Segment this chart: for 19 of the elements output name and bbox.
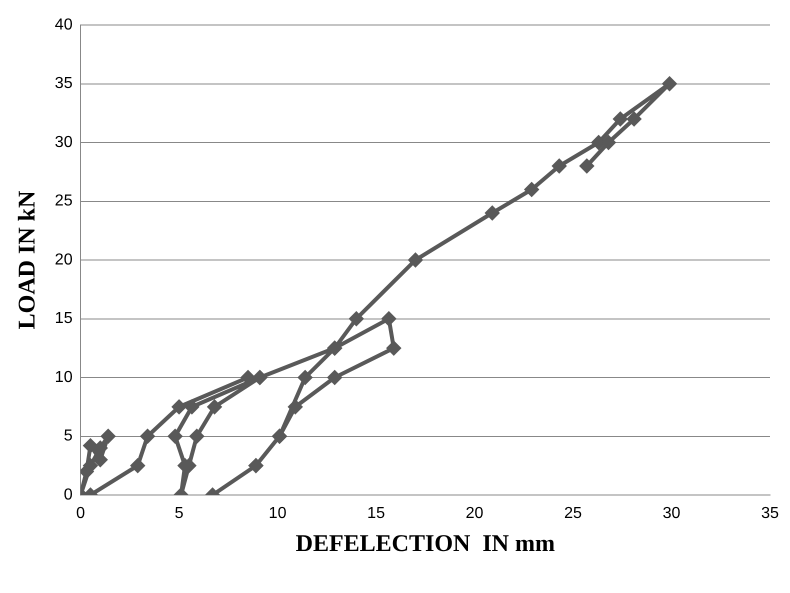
y-tick-label: 5 bbox=[64, 428, 73, 445]
y-tick-label: 20 bbox=[54, 251, 73, 268]
y-tick-label: 35 bbox=[54, 75, 73, 92]
x-tick-label: 20 bbox=[466, 505, 484, 522]
y-tick-label: 15 bbox=[54, 310, 73, 328]
x-tick-label: 35 bbox=[761, 505, 779, 522]
x-tick-label: 15 bbox=[367, 505, 386, 522]
y-tick-label: 25 bbox=[54, 192, 73, 210]
x-axis-title: DEFELECTION IN mm bbox=[296, 530, 555, 557]
y-tick-label: 0 bbox=[64, 486, 73, 504]
x-tick-label: 0 bbox=[76, 505, 86, 522]
x-tick-label: 25 bbox=[564, 505, 582, 522]
x-tick-label: 10 bbox=[268, 505, 287, 522]
x-tick-label: 30 bbox=[662, 505, 681, 522]
y-tick-label: 30 bbox=[54, 134, 73, 151]
y-tick-label: 10 bbox=[54, 368, 73, 386]
y-axis-title: LOAD IN kN bbox=[14, 190, 41, 330]
y-tick-label: 40 bbox=[54, 16, 73, 34]
x-tick-label: 5 bbox=[174, 505, 184, 522]
